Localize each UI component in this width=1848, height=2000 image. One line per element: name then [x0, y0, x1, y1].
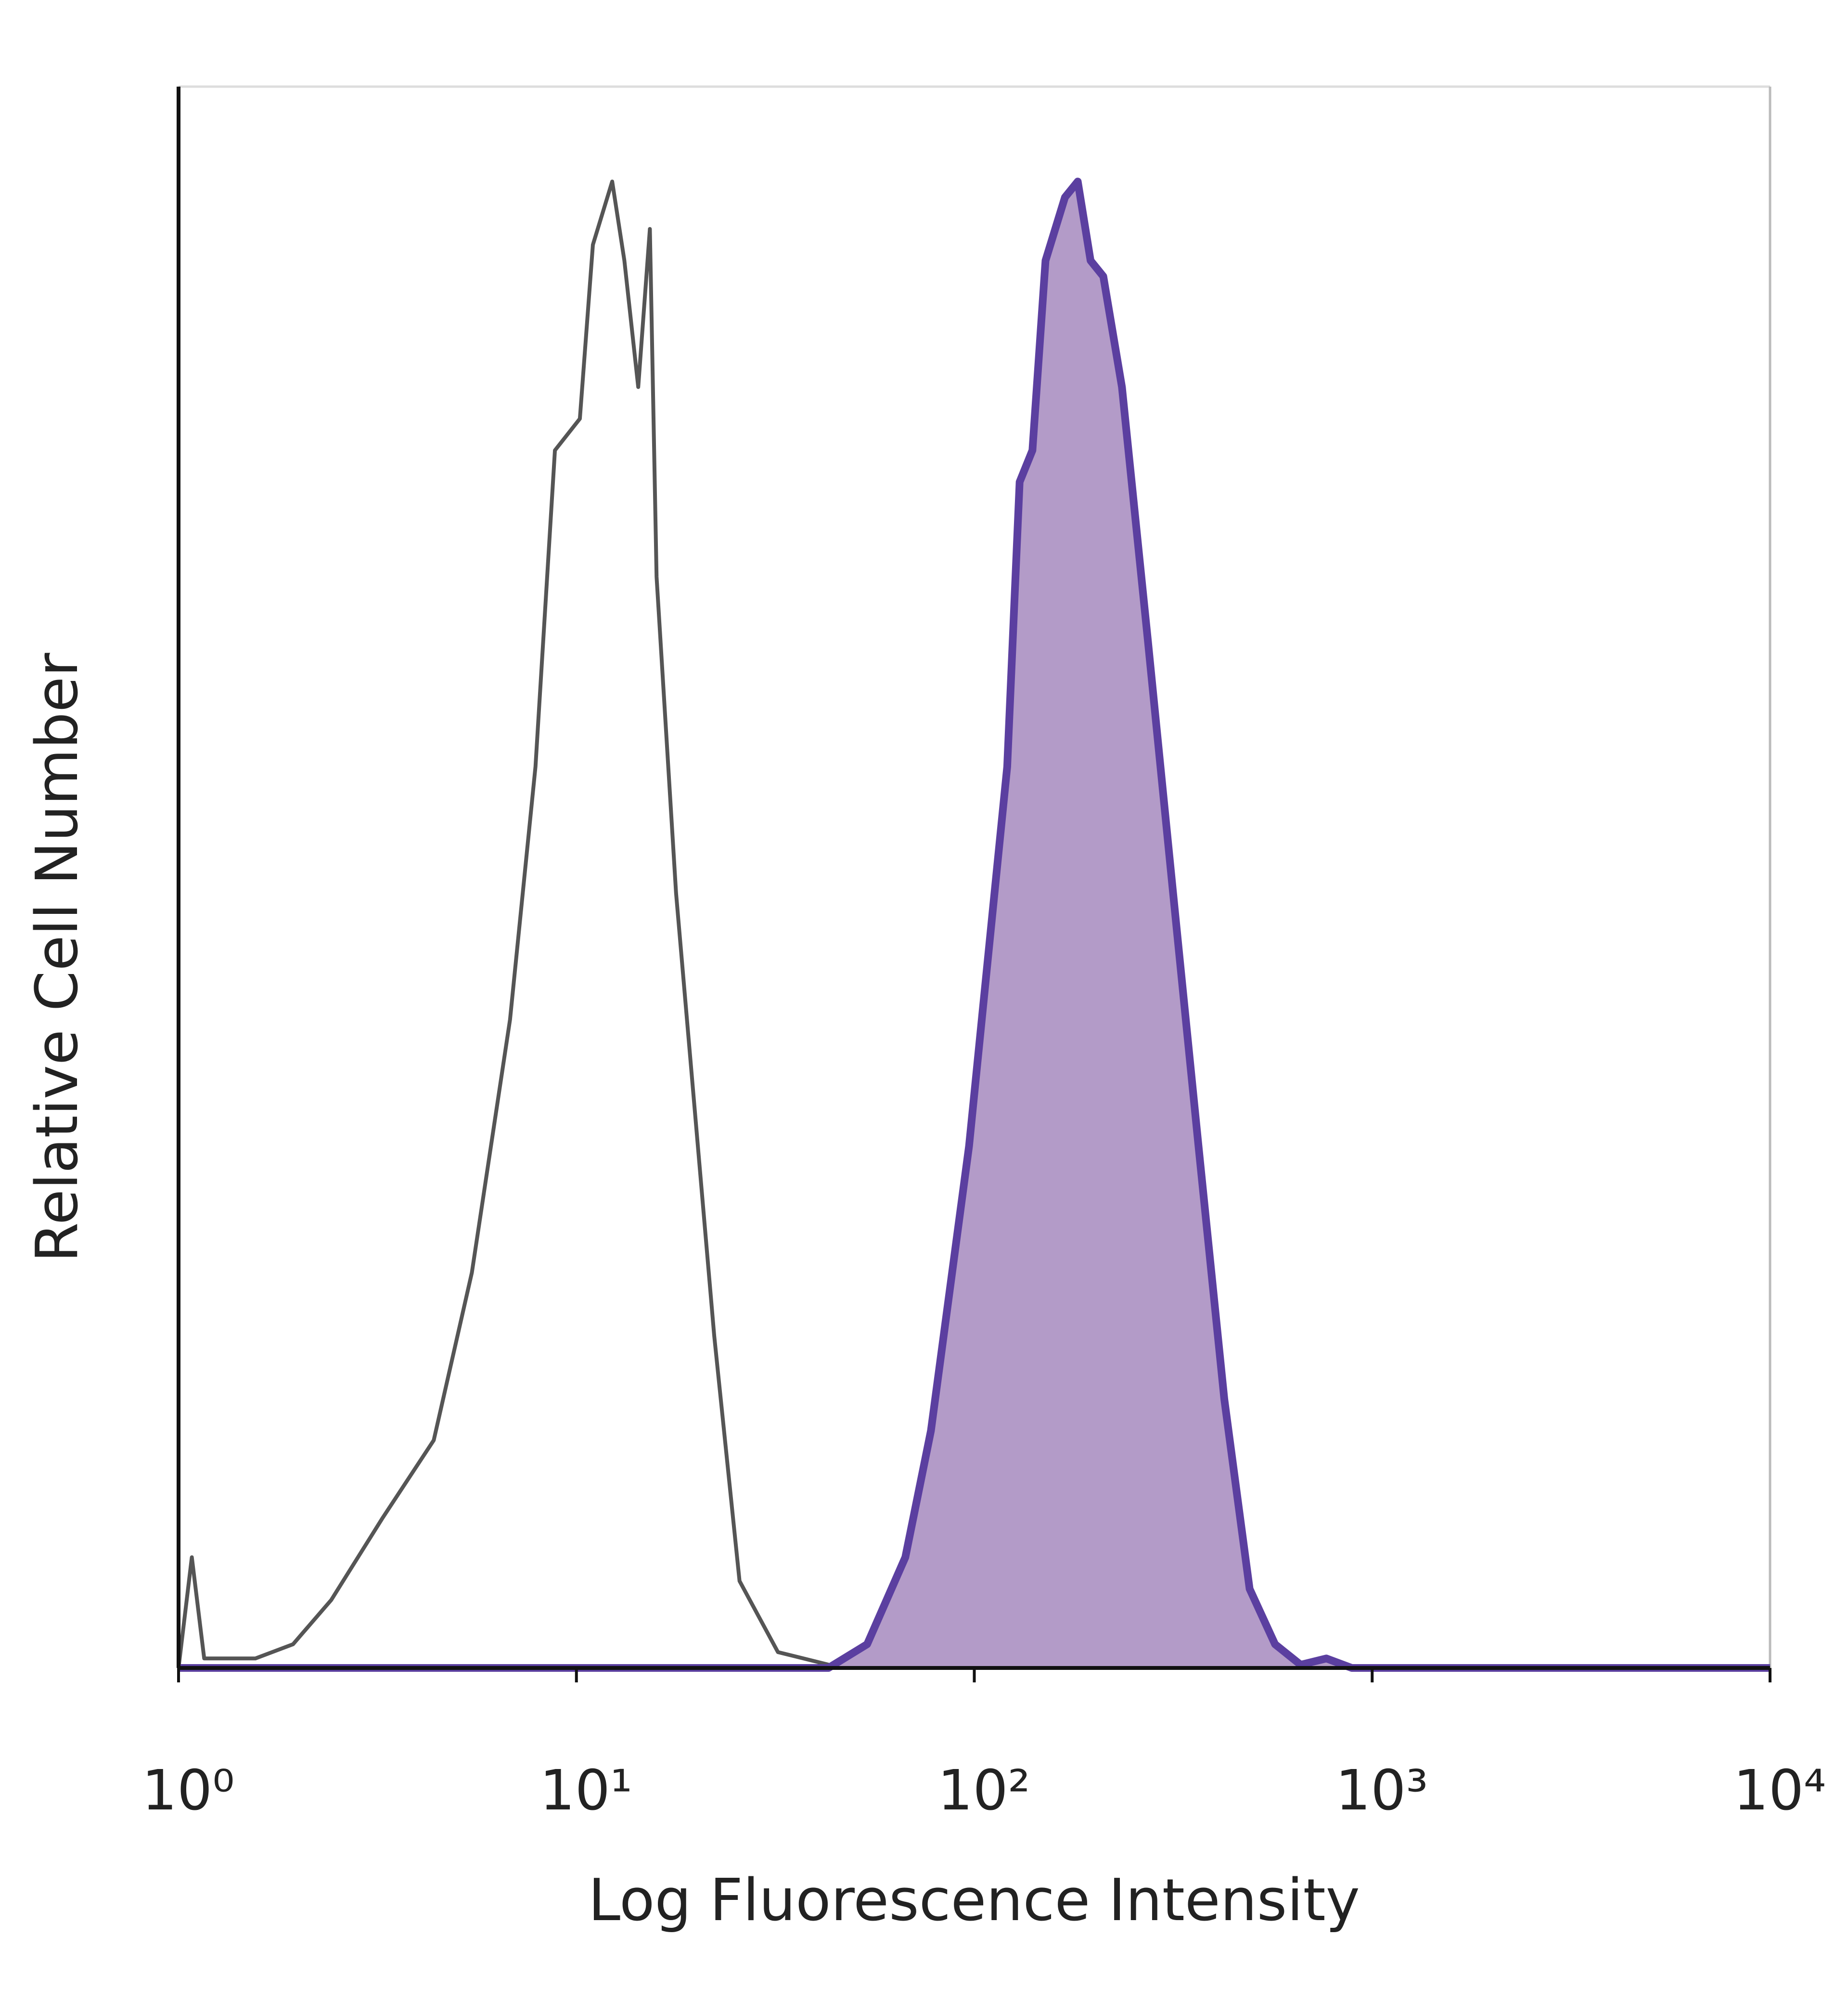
- histogram-line: [177, 179, 1770, 1670]
- x-tick-label: 10²: [937, 1758, 1030, 1823]
- x-tick-label: 10¹: [540, 1758, 632, 1823]
- x-tick-label: 10³: [1335, 1758, 1428, 1823]
- y-axis-title: Relative Cell Number: [24, 653, 91, 1262]
- filled-histogram: [179, 178, 1770, 1672]
- x-tick-label: 10⁰: [142, 1758, 234, 1823]
- x-axis-title: Log Fluorescence Intensity: [588, 1867, 1360, 1934]
- x-tick-label: 10⁴: [1733, 1758, 1826, 1823]
- plot-area: [177, 178, 1770, 1672]
